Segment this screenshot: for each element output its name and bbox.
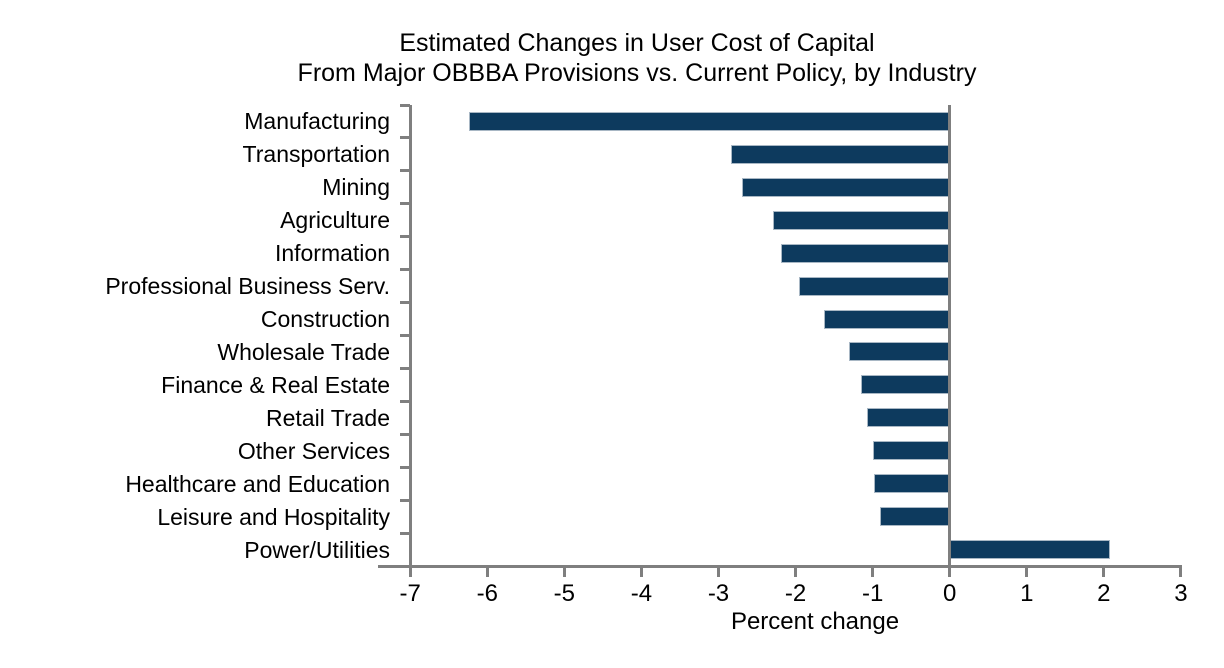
x-axis-line [378,564,1182,568]
y-tick [400,136,410,140]
category-label: Manufacturing [244,108,390,135]
category-label: Finance & Real Estate [161,371,390,398]
bar [848,342,950,362]
bar [874,474,950,494]
bar [824,309,950,329]
x-tick-label: 2 [1097,580,1111,607]
bar [879,507,950,527]
y-tick [400,103,410,107]
x-tick [1025,567,1029,577]
category-label: Wholesale Trade [217,338,390,365]
y-tick [400,235,410,239]
y-tick [400,334,410,337]
x-tick [408,567,412,577]
category-label: Healthcare and Education [125,470,390,497]
y-axis-line [408,105,412,568]
chart-title-line1: Estimated Changes in User Cost of Capita… [399,29,875,57]
bar [867,408,950,428]
y-tick [400,268,410,272]
y-tick [400,399,410,403]
x-tick [871,567,875,577]
x-tick-label: 3 [1174,580,1188,607]
category-label: Construction [260,306,390,333]
bar [773,210,950,230]
bar [468,111,950,131]
category-label: Professional Business Serv. [105,273,390,300]
category-label: Transportation [242,141,390,168]
category-label: Information [274,240,390,267]
x-tick-label: -2 [784,580,807,607]
x-axis-label: Percent change [730,608,900,635]
y-tick [400,465,410,469]
bar [861,375,950,395]
x-tick [1179,567,1183,577]
bar [949,540,1110,560]
category-label: Other Services [237,437,390,464]
category-label: Power/Utilities [244,536,390,563]
y-tick [400,531,410,535]
x-tick-label: -6 [476,580,498,607]
x-tick-label: 1 [1020,580,1034,607]
x-tick [1102,567,1106,577]
chart-title: Estimated Changes in User Cost of Capita… [40,28,1224,88]
y-tick [400,169,410,173]
y-tick [400,301,410,305]
bar [780,243,950,263]
y-tick [400,366,410,370]
x-tick-label: -3 [707,580,730,607]
x-tick [562,567,566,577]
x-tick-label: -1 [861,580,884,607]
category-label: Mining [322,174,390,201]
bar [742,177,950,197]
zero-line [948,105,952,565]
bar [730,144,950,164]
x-tick [485,567,489,577]
x-tick [794,567,798,577]
x-tick-label: -5 [553,580,576,607]
bar [872,441,950,461]
y-tick [400,432,410,436]
y-tick [400,202,410,206]
category-label: Retail Trade [265,404,390,431]
y-tick [400,498,410,502]
category-label: Agriculture [280,207,390,234]
x-tick [948,567,952,577]
x-tick [716,567,720,577]
category-label: Leisure and Hospitality [157,503,390,530]
bar [798,276,950,296]
x-tick [639,567,643,577]
chart-title-line2: From Major OBBBA Provisions vs. Current … [297,59,977,87]
x-tick-label: -4 [630,580,653,607]
x-tick-label: -7 [399,580,421,607]
x-tick-label: 0 [943,580,957,607]
